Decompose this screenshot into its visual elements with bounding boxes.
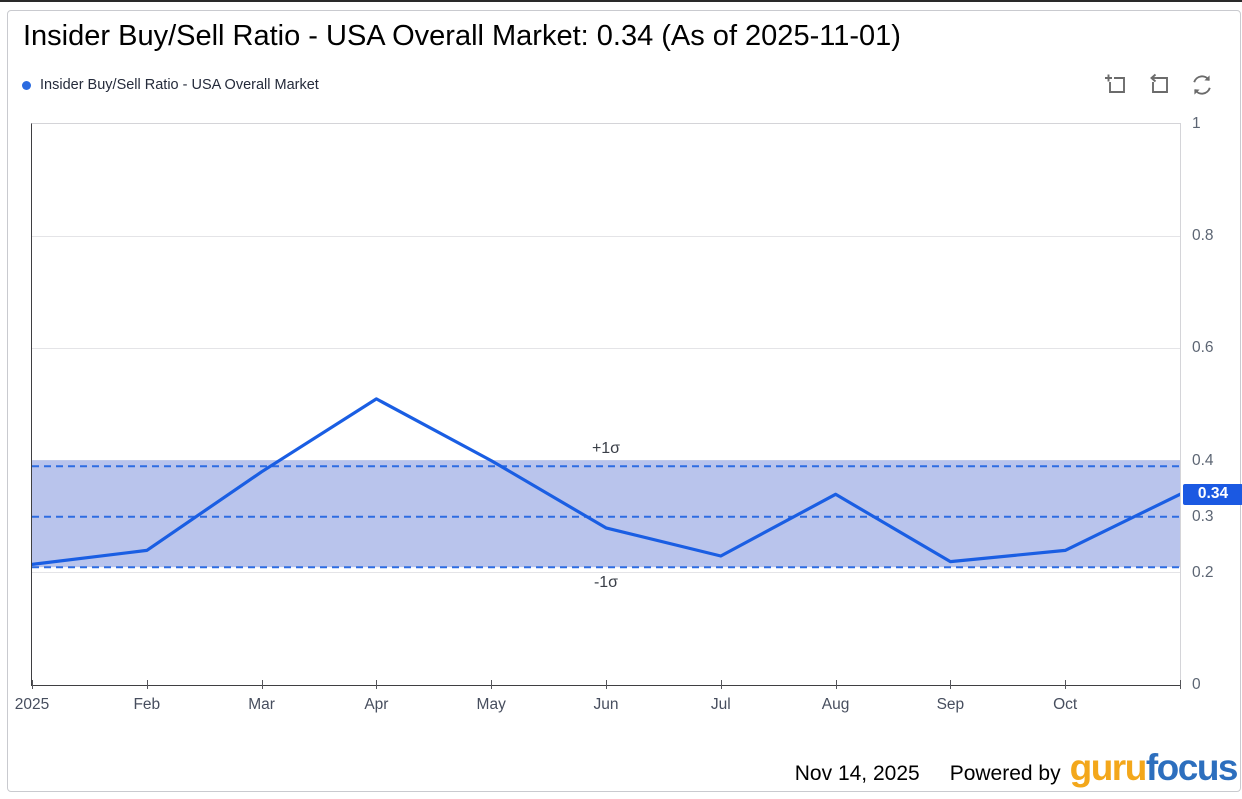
plot-area[interactable]: +1σ -1σ 2025 Feb Mar Apr May Jun Jul Aug Sep Oct 0 0.… <box>15 115 1242 713</box>
logo-guru: guru <box>1069 747 1148 788</box>
legend-item[interactable]: Insider Buy/Sell Ratio - USA Overall Mar… <box>22 77 319 93</box>
x-axis-label: 2025 <box>14 696 50 713</box>
x-axis-label: Sep <box>936 696 965 713</box>
logo-focus: focus <box>1145 747 1239 788</box>
chart-title: Insider Buy/Sell Ratio - USA Overall Mar… <box>23 20 901 52</box>
x-axis-label: May <box>476 696 506 713</box>
chart-canvas <box>32 397 1180 569</box>
upper-sigma-label: +1σ <box>591 440 621 458</box>
y-gridline <box>32 572 1180 574</box>
x-axis-tick <box>1065 680 1067 689</box>
y-gridline <box>32 235 1180 237</box>
y-axis-label: 0.4 <box>1192 451 1214 469</box>
y-gridline <box>32 347 1180 349</box>
zoom-selection-icon[interactable] <box>1102 71 1130 99</box>
current-value-badge: 0.34 <box>1183 483 1242 505</box>
y-axis-label: 0.3 <box>1192 507 1214 525</box>
x-axis-tick <box>376 680 378 689</box>
y-axis-label: 0.8 <box>1192 227 1214 245</box>
x-axis-tick <box>606 680 607 689</box>
x-axis-tick <box>1180 680 1181 689</box>
refresh-icon[interactable] <box>1188 71 1216 99</box>
x-axis-label: Aug <box>821 696 850 713</box>
sigma-band <box>32 460 1180 568</box>
x-axis-label: Oct <box>1053 696 1078 713</box>
restore-zoom-icon[interactable] <box>1145 71 1173 99</box>
chart-toolbar <box>1102 71 1216 99</box>
x-axis-tick <box>32 680 33 689</box>
y-axis-label: 1 <box>1192 115 1201 132</box>
lower-sigma-label: -1σ <box>593 574 619 592</box>
x-axis-label: Jun <box>593 696 619 713</box>
y-axis-label: 0.6 <box>1192 339 1214 357</box>
window-top-edge <box>0 0 1242 2</box>
x-axis-tick <box>146 680 148 689</box>
x-axis-label: Apr <box>364 696 389 713</box>
legend-label: Insider Buy/Sell Ratio - USA Overall Mar… <box>40 77 319 93</box>
x-axis-tick <box>720 680 722 689</box>
x-axis-label: Jul <box>710 696 731 713</box>
gurufocus-logo[interactable]: gurufocus <box>1069 747 1239 789</box>
chart-card: Insider Buy/Sell Ratio - USA Overall Mar… <box>7 10 1242 792</box>
x-axis-label: Feb <box>133 696 161 713</box>
powered-by-label: Powered by <box>949 762 1061 785</box>
footer-date: Nov 14, 2025 <box>794 762 920 785</box>
legend-marker-icon <box>22 80 31 90</box>
x-axis-tick <box>950 680 952 689</box>
x-axis-label: Mar <box>248 696 275 713</box>
x-axis-tick <box>491 680 493 689</box>
x-axis-tick <box>261 680 263 689</box>
series-line[interactable] <box>32 397 1180 566</box>
y-axis-label: 0.2 <box>1192 563 1214 581</box>
y-axis-label: 0 <box>1192 676 1201 693</box>
footer: Nov 14, 2025 Powered by gurufocus <box>794 747 1239 789</box>
x-axis-tick <box>835 680 837 689</box>
